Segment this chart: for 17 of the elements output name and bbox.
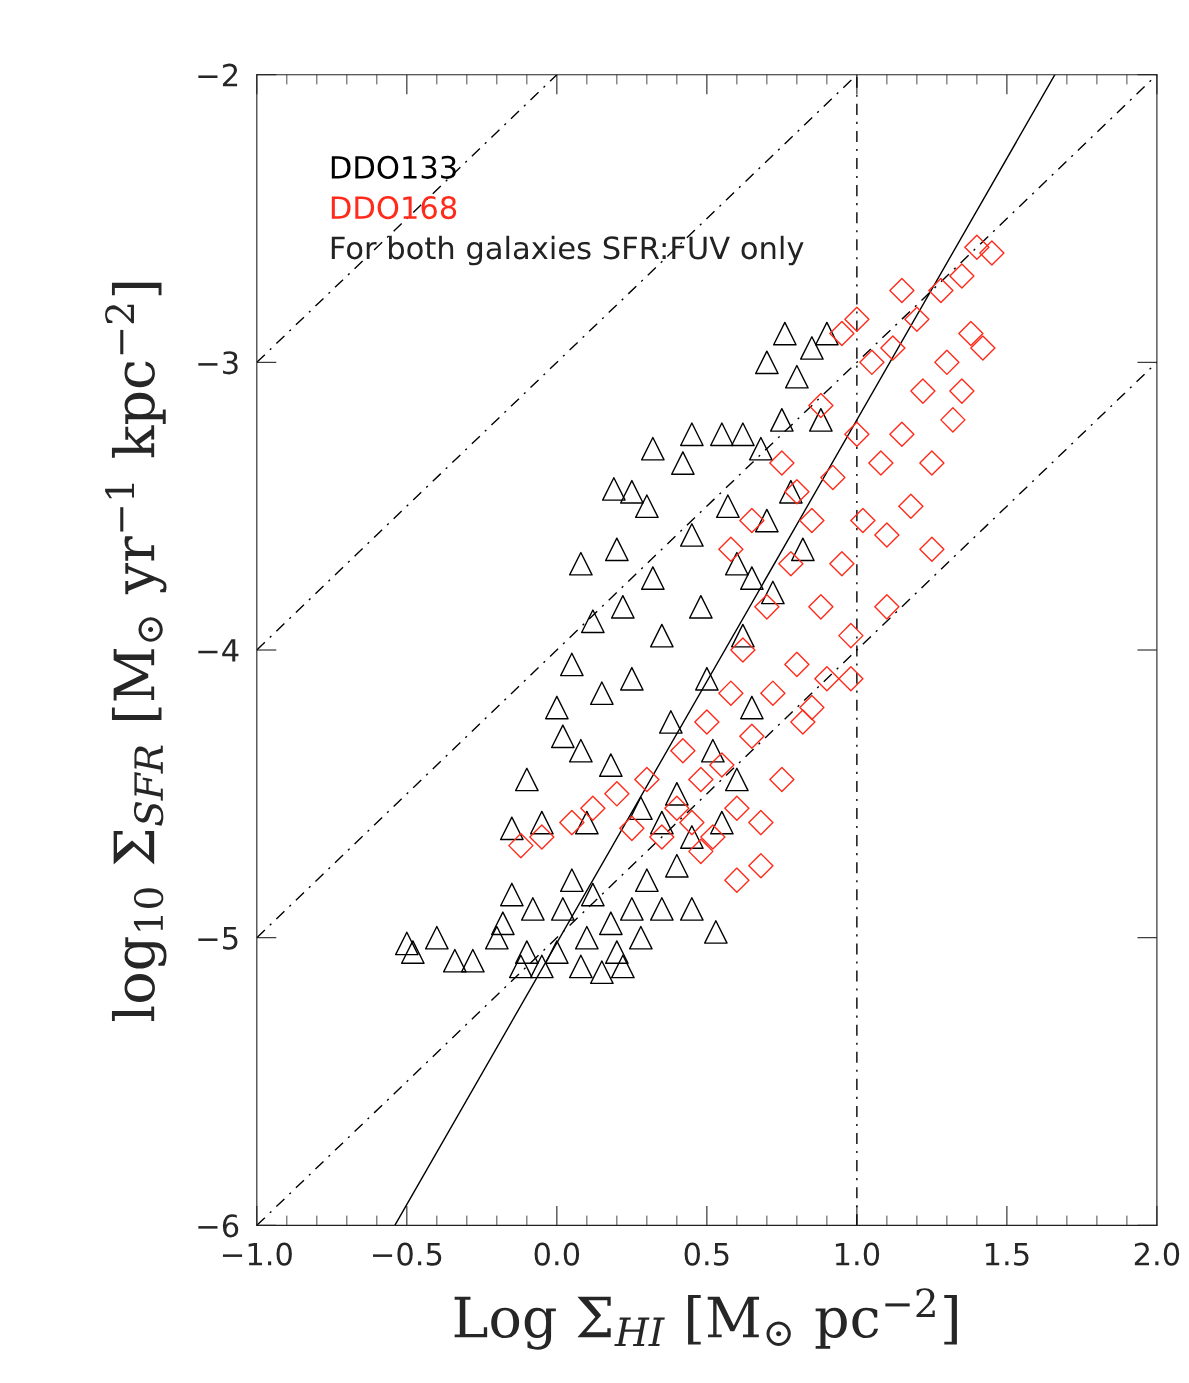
x-tick-label: 0.5	[684, 1242, 729, 1266]
y-tick-label: −5	[198, 927, 238, 950]
x-tick-label: 0.0	[534, 1242, 580, 1266]
x-tick-label: −1.0	[222, 1242, 292, 1266]
x-tick-label: 2.0	[1134, 1242, 1180, 1266]
y-tick-label: −2	[198, 63, 238, 87]
text: log$_{10}$ Σ$_{SFR}$ [M$_{⊙}$ yr$^{−1}$ kpc$^{−2}$]	[105, 282, 167, 1021]
annotation: For both galaxies SFR:FUV only	[331, 235, 804, 266]
x-tick-label: 1.5	[985, 1242, 1029, 1266]
y-tick-label: −4	[198, 639, 239, 662]
y-tick-label: −6	[198, 1214, 239, 1238]
x-tick-label: −0.5	[372, 1242, 442, 1266]
y-tick-label: −3	[198, 351, 238, 375]
text: DDO168	[331, 196, 457, 220]
x-tick-label: 1.0	[835, 1242, 880, 1266]
text: DDO133	[331, 155, 456, 179]
x-axis-title: Log Σ$_{HI}$ [M$_{⊙}$ pc$^{−2}$]	[454, 1288, 957, 1350]
